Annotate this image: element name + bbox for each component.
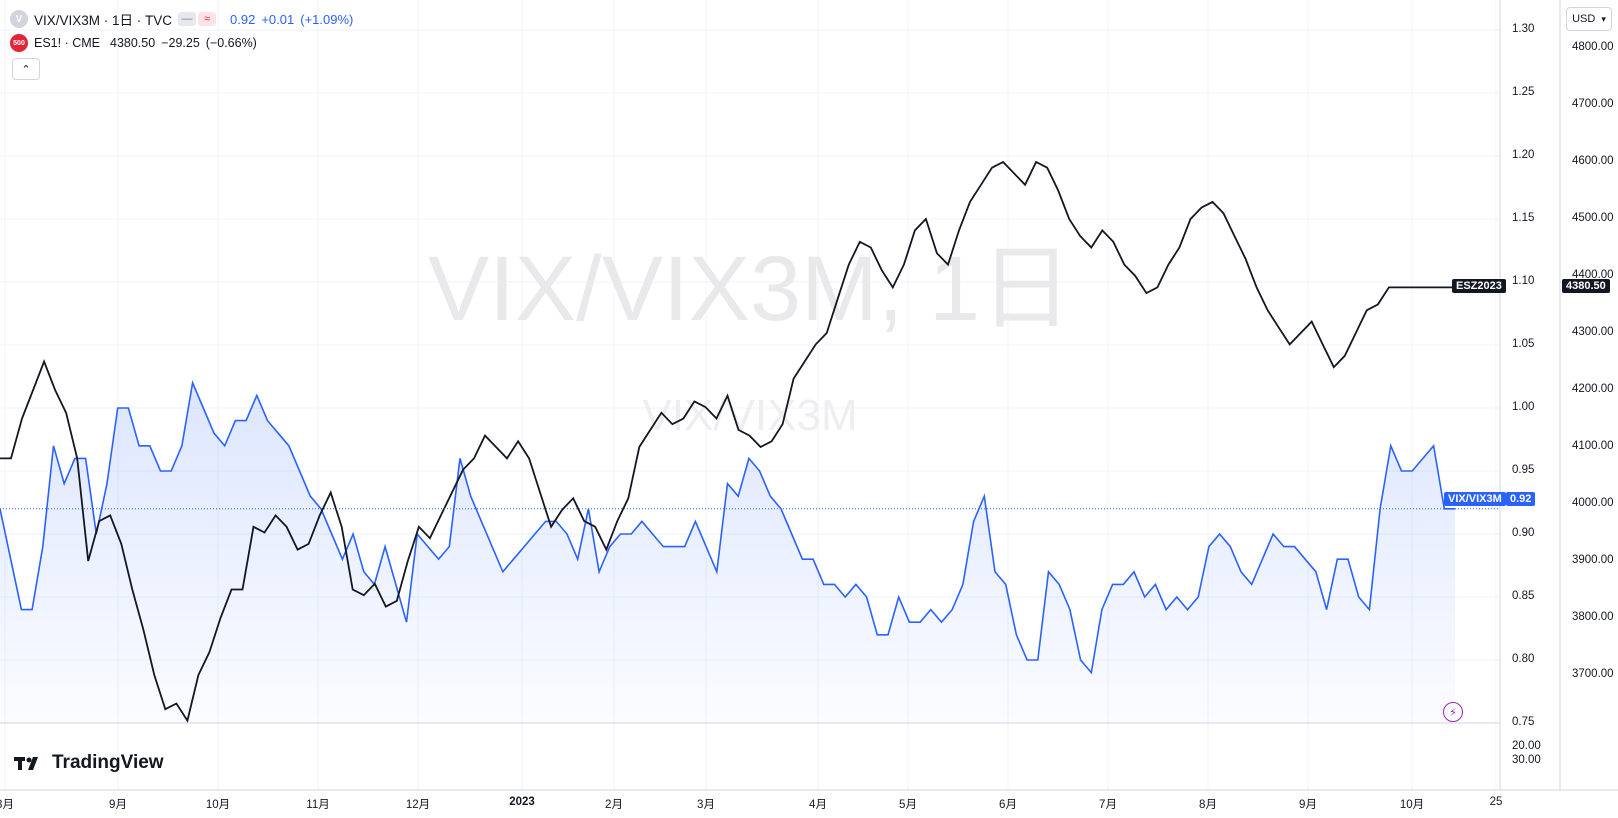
time-tick-label: 10月 bbox=[205, 799, 231, 811]
right-tick-label: 4200.00 bbox=[1572, 383, 1614, 395]
right-tick-label: 4100.00 bbox=[1572, 440, 1614, 452]
time-tick-label: 7月 bbox=[1099, 799, 1117, 811]
watermark-sub: VIX/VIX3M bbox=[642, 391, 857, 440]
left-tick-label: 1.25 bbox=[1512, 86, 1535, 98]
vix-change: +0.01 bbox=[261, 11, 295, 27]
es-change: −29.25 bbox=[161, 36, 200, 50]
time-tick-label: 8月 bbox=[0, 799, 14, 811]
left-tick-label: 1.05 bbox=[1512, 338, 1535, 350]
collapse-legend-button[interactable]: ⌃ bbox=[12, 58, 40, 80]
time-tick-label: 9月 bbox=[1299, 799, 1317, 811]
compare-wave-icon[interactable]: ≈ bbox=[198, 12, 217, 26]
right-tick-label: 3800.00 bbox=[1572, 611, 1614, 623]
time-tick-label: 12月 bbox=[405, 799, 431, 811]
tradingview-logo[interactable]: TradingView bbox=[14, 752, 164, 774]
es-change-pct: (−0.66%) bbox=[205, 36, 257, 50]
left-tick-label: 0.85 bbox=[1512, 590, 1535, 602]
vix-price-tag: 0.92 bbox=[1506, 492, 1536, 506]
left-tick-label: 1.20 bbox=[1512, 149, 1535, 161]
es-series-label-tag: ESZ2023 bbox=[1452, 279, 1506, 293]
vix-value: 0.92 bbox=[230, 11, 256, 27]
left-tick-label: 0.75 bbox=[1512, 716, 1535, 728]
lightning-icon[interactable]: ⚡ bbox=[1443, 702, 1463, 722]
currency-selector[interactable]: USD ▾ bbox=[1566, 7, 1612, 31]
es-value: 4380.50 bbox=[110, 36, 156, 50]
left-tick-label: 0.80 bbox=[1512, 653, 1535, 665]
time-tick-label: 11月 bbox=[306, 799, 330, 811]
vix-symbol-icon: V bbox=[10, 10, 28, 28]
es-symbol-icon: 500 bbox=[10, 34, 28, 52]
left-tick-label: 1.00 bbox=[1512, 401, 1535, 413]
legend-es[interactable]: 500 ES1! · CME 4380.50 −29.25 (−0.66%) bbox=[10, 34, 257, 52]
time-tick-label: 25 bbox=[1489, 796, 1503, 808]
right-tick-label: 4600.00 bbox=[1572, 155, 1614, 167]
lower-tick-label: 30.00 bbox=[1512, 754, 1541, 766]
right-tick-label: 3700.00 bbox=[1572, 668, 1614, 680]
watermark-main: VIX/VIX3M, 1日 bbox=[428, 238, 1072, 340]
left-tick-label: 1.30 bbox=[1512, 23, 1535, 35]
series-layer bbox=[0, 160, 1500, 723]
right-tick-label: 4000.00 bbox=[1572, 497, 1614, 509]
right-tick-label: 4800.00 bbox=[1572, 41, 1614, 53]
vix-change-pct: (+1.09%) bbox=[300, 11, 354, 27]
time-tick-label: 2023 bbox=[509, 796, 535, 808]
es-series-line bbox=[0, 160, 1455, 723]
right-tick-label: 4700.00 bbox=[1572, 98, 1614, 110]
lower-tick-label: 20.00 bbox=[1512, 740, 1541, 752]
legend-vix[interactable]: V VIX/VIX3M · 1日 · TVC — ≈ 0.92 +0.01 (+… bbox=[10, 9, 353, 29]
right-tick-label: 4500.00 bbox=[1572, 212, 1614, 224]
vix-series-line bbox=[0, 379, 1455, 675]
minus-icon[interactable]: — bbox=[178, 12, 197, 26]
time-tick-label: 6月 bbox=[999, 799, 1017, 811]
vix-series-label-tag: VIX/VIX3M bbox=[1444, 492, 1506, 506]
right-tick-label: 3900.00 bbox=[1572, 554, 1614, 566]
time-tick-label: 5月 bbox=[899, 799, 917, 811]
vix-title[interactable]: VIX/VIX3M · 1日 · TVC bbox=[34, 13, 173, 28]
brand-name: TradingView bbox=[52, 752, 164, 773]
chevron-up-icon: ⌃ bbox=[21, 63, 31, 76]
time-tick-label: 8月 bbox=[1199, 799, 1217, 811]
time-tick-label: 9月 bbox=[109, 799, 127, 811]
time-tick-label: 3月 bbox=[697, 799, 715, 811]
es-price-tag: 4380.50 bbox=[1562, 279, 1610, 293]
right-tick-label: 4400.00 bbox=[1572, 269, 1614, 281]
tradingview-logo-icon bbox=[14, 757, 38, 770]
vix-area-fill bbox=[0, 382, 1455, 723]
left-tick-label: 1.10 bbox=[1512, 275, 1535, 287]
left-tick-label: 0.90 bbox=[1512, 527, 1535, 539]
left-tick-label: 0.95 bbox=[1512, 464, 1535, 476]
time-tick-label: 4月 bbox=[809, 799, 827, 811]
chevron-down-icon: ▾ bbox=[1601, 13, 1606, 24]
left-tick-label: 1.15 bbox=[1512, 212, 1535, 224]
time-tick-label: 2月 bbox=[605, 799, 623, 811]
time-tick-label: 10月 bbox=[1399, 799, 1425, 811]
currency-label: USD bbox=[1572, 13, 1596, 25]
es-title[interactable]: ES1! · CME bbox=[34, 36, 100, 50]
right-tick-label: 4300.00 bbox=[1572, 326, 1614, 338]
